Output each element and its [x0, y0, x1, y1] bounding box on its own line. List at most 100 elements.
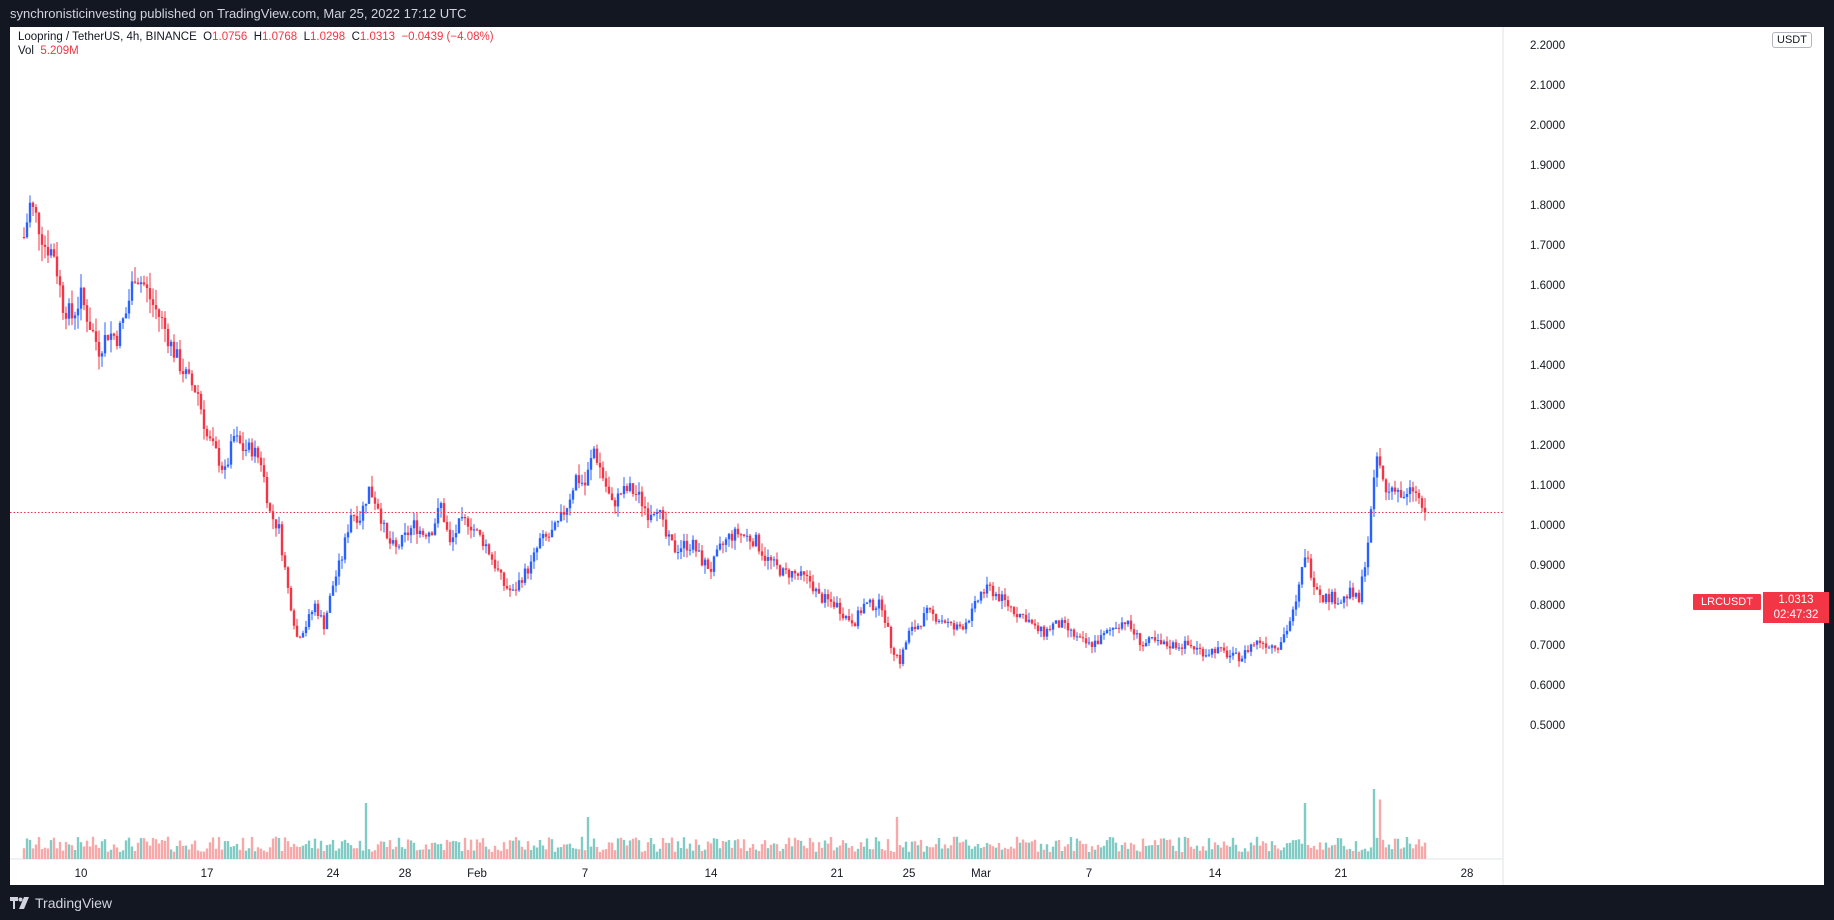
- candle-body: [1132, 629, 1136, 635]
- volume-bar: [883, 850, 887, 859]
- volume-bar: [406, 839, 410, 859]
- volume-bar: [994, 847, 998, 859]
- candle-body: [451, 537, 455, 543]
- candle-body: [1300, 567, 1304, 585]
- volume-bar: [961, 841, 965, 859]
- candle-body: [589, 458, 593, 470]
- volume-bar: [1270, 841, 1274, 859]
- volume-bar: [1060, 850, 1064, 859]
- candle-body: [100, 353, 104, 357]
- candle-body: [766, 557, 770, 561]
- volume-bar: [1273, 845, 1277, 859]
- volume-bar: [1366, 851, 1370, 859]
- candle-body: [325, 612, 329, 630]
- candle-body: [1075, 636, 1079, 638]
- currency-unit-button[interactable]: USDT: [1772, 32, 1812, 48]
- volume-bar: [703, 849, 707, 859]
- candle-body: [37, 212, 41, 235]
- volume-bar: [493, 845, 497, 859]
- candle-body: [133, 281, 137, 283]
- candle-body: [292, 610, 296, 626]
- volume-bar: [787, 837, 791, 859]
- volume-bar: [268, 847, 272, 859]
- volume-bar: [970, 848, 974, 859]
- candle-body: [685, 540, 689, 551]
- candle-body: [223, 466, 227, 470]
- volume-bar: [1153, 840, 1157, 859]
- candle-body: [313, 603, 317, 613]
- x-tick-label: 10: [75, 868, 88, 880]
- volume-bar: [508, 840, 512, 859]
- candle-body: [232, 436, 236, 442]
- tradingview-logo[interactable]: TradingView: [10, 894, 112, 912]
- candle-body: [1201, 648, 1205, 657]
- candle-body: [301, 633, 305, 638]
- volume-bar: [130, 846, 134, 859]
- candle-body: [205, 428, 209, 437]
- volume-bar: [559, 847, 563, 859]
- chart-canvas[interactable]: 0.5000 0.6000 0.7000 0.8000 0.9000 1.0000 1.10…: [10, 27, 1824, 885]
- volume-bar: [847, 847, 851, 859]
- candle-body: [217, 448, 221, 466]
- candle-body: [1009, 606, 1013, 608]
- volume-bar: [340, 841, 344, 859]
- candle-body: [745, 535, 749, 537]
- candle-body: [154, 305, 158, 310]
- volume-bar: [304, 844, 308, 859]
- candle-body: [124, 313, 128, 319]
- candle-body: [337, 560, 341, 577]
- volume-bar: [163, 840, 167, 859]
- candle-body: [1033, 623, 1037, 626]
- volume-bar: [1099, 847, 1103, 859]
- candle-body: [505, 585, 509, 589]
- volume-bar: [1036, 851, 1040, 859]
- candle-body: [1327, 594, 1331, 603]
- candle-body: [697, 550, 701, 552]
- candle-body: [340, 559, 344, 561]
- volume-bar: [922, 851, 926, 859]
- candle-body: [976, 600, 980, 602]
- candle-body: [979, 592, 983, 601]
- legend-low-label: L: [303, 31, 310, 43]
- candle-body: [457, 518, 461, 534]
- candle-body: [637, 491, 641, 495]
- volume-bar: [1381, 839, 1385, 859]
- volume-bar: [1306, 844, 1310, 859]
- volume-bar: [1348, 848, 1352, 859]
- candle-body: [1195, 647, 1199, 650]
- volume-bar: [838, 845, 842, 859]
- volume-bar: [61, 850, 65, 859]
- candle-body: [1204, 655, 1208, 657]
- volume-bar: [856, 848, 860, 859]
- candle-body: [445, 521, 449, 530]
- candle-body: [1258, 640, 1262, 643]
- candle-body: [1021, 613, 1025, 615]
- volume-bar: [1351, 850, 1355, 859]
- candle-body: [796, 573, 800, 576]
- volume-bar: [853, 851, 857, 859]
- volume-bar: [361, 850, 365, 859]
- candle-body: [61, 285, 65, 313]
- volume-bar: [460, 851, 464, 859]
- chart-frame[interactable]: 0.5000 0.6000 0.7000 0.8000 0.9000 1.0000 1.10…: [10, 27, 1829, 885]
- volume-bar: [1159, 838, 1163, 859]
- candle-body: [187, 369, 191, 374]
- volume-bar: [382, 841, 386, 859]
- candle-body: [1240, 658, 1244, 662]
- volume-bar: [67, 844, 71, 859]
- symbol-price-label: LRCUSDT: [1693, 594, 1761, 610]
- candle-body: [1135, 633, 1139, 635]
- volume-bar: [826, 843, 830, 859]
- volume-bar: [313, 838, 317, 859]
- candle-body: [1210, 648, 1214, 655]
- volume-bar: [637, 840, 641, 859]
- candle-body: [988, 584, 992, 586]
- volume-bar: [682, 837, 686, 859]
- volume-bar: [1048, 851, 1052, 859]
- candle-body: [550, 529, 554, 538]
- candle-body: [568, 499, 572, 509]
- volume-bar: [334, 850, 338, 859]
- candle-body: [355, 516, 359, 523]
- volume-bar: [118, 851, 122, 859]
- candle-body: [559, 511, 563, 521]
